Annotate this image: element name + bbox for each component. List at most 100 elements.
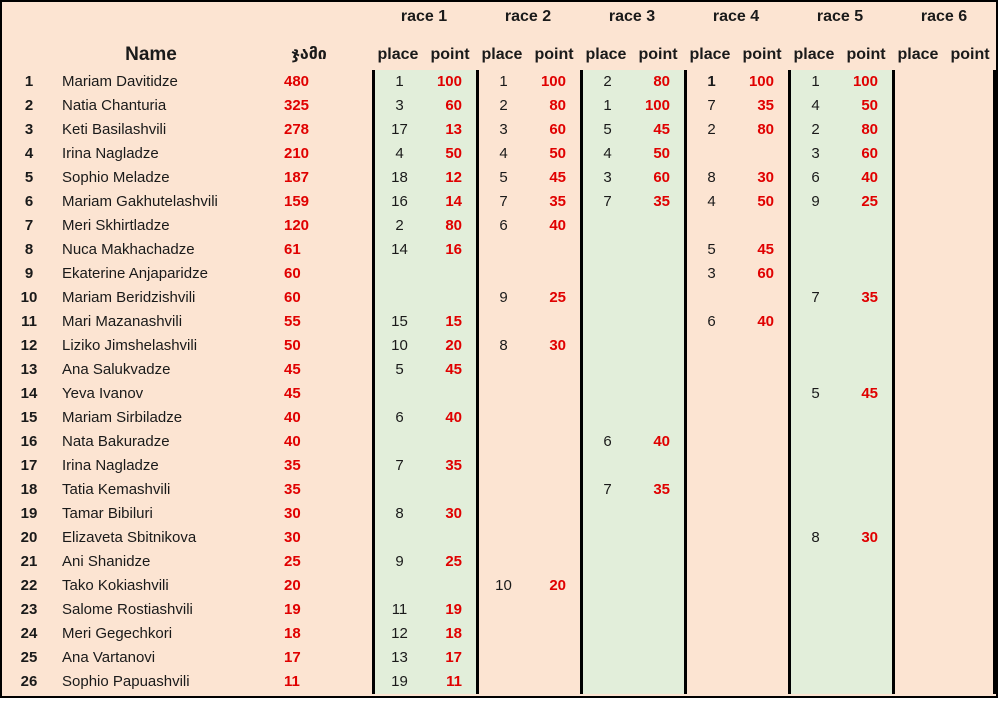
race-6-place-header[interactable]: place <box>897 46 939 63</box>
race-3-point-cell[interactable] <box>632 526 684 550</box>
race-1-point-cell[interactable] <box>424 430 476 454</box>
race-5-point-cell[interactable]: 50 <box>840 94 892 118</box>
race-1-place-cell[interactable]: 2 <box>372 214 424 238</box>
race-6-point-cell[interactable] <box>944 646 996 670</box>
race-3-place-cell[interactable] <box>580 670 632 694</box>
race-3-place-cell[interactable] <box>580 574 632 598</box>
race-4-point-cell[interactable] <box>736 358 788 382</box>
race-5-point-cell[interactable] <box>840 454 892 478</box>
rank-cell[interactable]: 13 <box>20 361 38 378</box>
race-4-point-cell[interactable] <box>736 622 788 646</box>
race-6-place-cell[interactable] <box>892 358 944 382</box>
race-3-place-cell[interactable] <box>580 454 632 478</box>
total-cell[interactable]: 50 <box>284 337 301 354</box>
race-4-place-cell[interactable] <box>684 526 736 550</box>
race-5-place-cell[interactable] <box>788 214 840 238</box>
race-5-place-cell[interactable]: 9 <box>788 190 840 214</box>
race-1-point-cell[interactable]: 18 <box>424 622 476 646</box>
race-6-place-cell[interactable] <box>892 550 944 574</box>
race-3-place-cell[interactable] <box>580 406 632 430</box>
race-1-place-cell[interactable]: 1 <box>372 70 424 94</box>
race-3-place-cell[interactable] <box>580 214 632 238</box>
race-4-point-cell[interactable]: 35 <box>757 97 774 114</box>
race-6-point-cell[interactable] <box>944 118 996 142</box>
rank-cell[interactable]: 11 <box>21 313 37 330</box>
race-5-place-cell[interactable] <box>788 646 840 670</box>
race-4-place-cell[interactable] <box>684 598 736 622</box>
name-cell[interactable]: Tatia Kemashvili <box>62 481 171 498</box>
race-3-place-cell[interactable] <box>580 526 632 550</box>
race-5-place-cell[interactable] <box>788 334 840 358</box>
race-6-point-cell[interactable] <box>944 262 996 286</box>
race-5-place-cell[interactable] <box>788 430 840 454</box>
race-5-point-cell[interactable]: 60 <box>840 142 892 166</box>
rank-cell[interactable]: 16 <box>20 433 38 450</box>
race-3-place-cell[interactable] <box>580 286 632 310</box>
race-3-point-header[interactable]: point <box>638 46 678 63</box>
race-5-point-cell[interactable]: 40 <box>840 166 892 190</box>
name-cell[interactable]: Elizaveta Sbitnikova <box>62 529 197 546</box>
race-4-point-cell[interactable]: 45 <box>757 241 774 258</box>
race-2-place-cell[interactable]: 10 <box>476 574 528 598</box>
total-cell[interactable]: 45 <box>284 361 301 378</box>
race-1-point-cell[interactable]: 19 <box>424 598 476 622</box>
race-6-point-cell[interactable] <box>944 238 996 262</box>
race-1-place-cell[interactable] <box>372 286 424 310</box>
race-3-point-cell[interactable] <box>632 310 684 334</box>
race-5-point-cell[interactable] <box>840 262 892 286</box>
race-1-point-header[interactable]: point <box>430 46 470 63</box>
race-5-place-cell[interactable] <box>788 478 840 502</box>
race-5-place-cell[interactable] <box>788 550 840 574</box>
rank-cell[interactable]: 9 <box>24 265 34 282</box>
race-6-place-cell[interactable] <box>892 70 944 94</box>
race-3-place-cell[interactable]: 4 <box>580 142 632 166</box>
race-3-place-cell[interactable] <box>580 502 632 526</box>
race-4-place-cell[interactable]: 2 <box>684 118 736 142</box>
race-1-place-cell[interactable] <box>372 262 424 286</box>
race-1-point-cell[interactable]: 40 <box>424 406 476 430</box>
race-5-place-cell[interactable] <box>788 622 840 646</box>
race-2-point-cell[interactable] <box>528 454 580 478</box>
race-6-point-cell[interactable] <box>944 286 996 310</box>
race-2-place-cell[interactable] <box>476 430 528 454</box>
race-1-point-cell[interactable] <box>424 526 476 550</box>
race-4-point-cell[interactable]: 30 <box>757 169 774 186</box>
race-1-place-cell[interactable]: 6 <box>372 406 424 430</box>
race-5-point-cell[interactable]: 25 <box>840 190 892 214</box>
race-3-point-cell[interactable] <box>632 358 684 382</box>
race-3-place-cell[interactable]: 5 <box>580 118 632 142</box>
race-2-place-cell[interactable] <box>476 454 528 478</box>
race-4-place-cell[interactable] <box>684 286 736 310</box>
race-1-place-cell[interactable] <box>372 430 424 454</box>
rank-cell[interactable]: 10 <box>20 289 38 306</box>
race-5-point-cell[interactable] <box>840 550 892 574</box>
race-2-place-cell[interactable] <box>476 478 528 502</box>
race-2-point-header[interactable]: point <box>534 46 574 63</box>
race-6-point-cell[interactable] <box>944 142 996 166</box>
race-6-point-cell[interactable] <box>944 454 996 478</box>
race-2-point-cell[interactable]: 50 <box>549 145 566 162</box>
race-1-point-cell[interactable]: 15 <box>424 310 476 334</box>
race-5-place-cell[interactable] <box>788 574 840 598</box>
race-1-point-cell[interactable]: 11 <box>424 670 476 694</box>
name-cell[interactable]: Natia Chanturia <box>62 97 167 114</box>
race-2-place-cell[interactable] <box>476 646 528 670</box>
total-column-header[interactable]: ჯამი <box>291 46 327 63</box>
race-5-point-cell[interactable]: 30 <box>840 526 892 550</box>
name-cell[interactable]: Mariam Davitidze <box>62 73 178 90</box>
race-2-point-cell[interactable]: 35 <box>549 193 566 210</box>
race-1-place-cell[interactable]: 16 <box>372 190 424 214</box>
race-4-place-cell[interactable] <box>684 622 736 646</box>
race-3-place-cell[interactable] <box>580 358 632 382</box>
race-6-place-cell[interactable] <box>892 430 944 454</box>
race-6-place-cell[interactable] <box>892 622 944 646</box>
total-cell[interactable]: 210 <box>284 145 310 162</box>
race-3-point-cell[interactable]: 60 <box>632 166 684 190</box>
race-5-place-cell[interactable]: 6 <box>788 166 840 190</box>
race-1-point-cell[interactable]: 20 <box>424 334 476 358</box>
total-cell[interactable]: 278 <box>284 121 310 138</box>
race-1-place-cell[interactable]: 3 <box>372 94 424 118</box>
race-1-point-cell[interactable]: 30 <box>424 502 476 526</box>
race-2-point-cell[interactable]: 100 <box>540 73 566 90</box>
race-2-place-header[interactable]: place <box>481 46 523 63</box>
